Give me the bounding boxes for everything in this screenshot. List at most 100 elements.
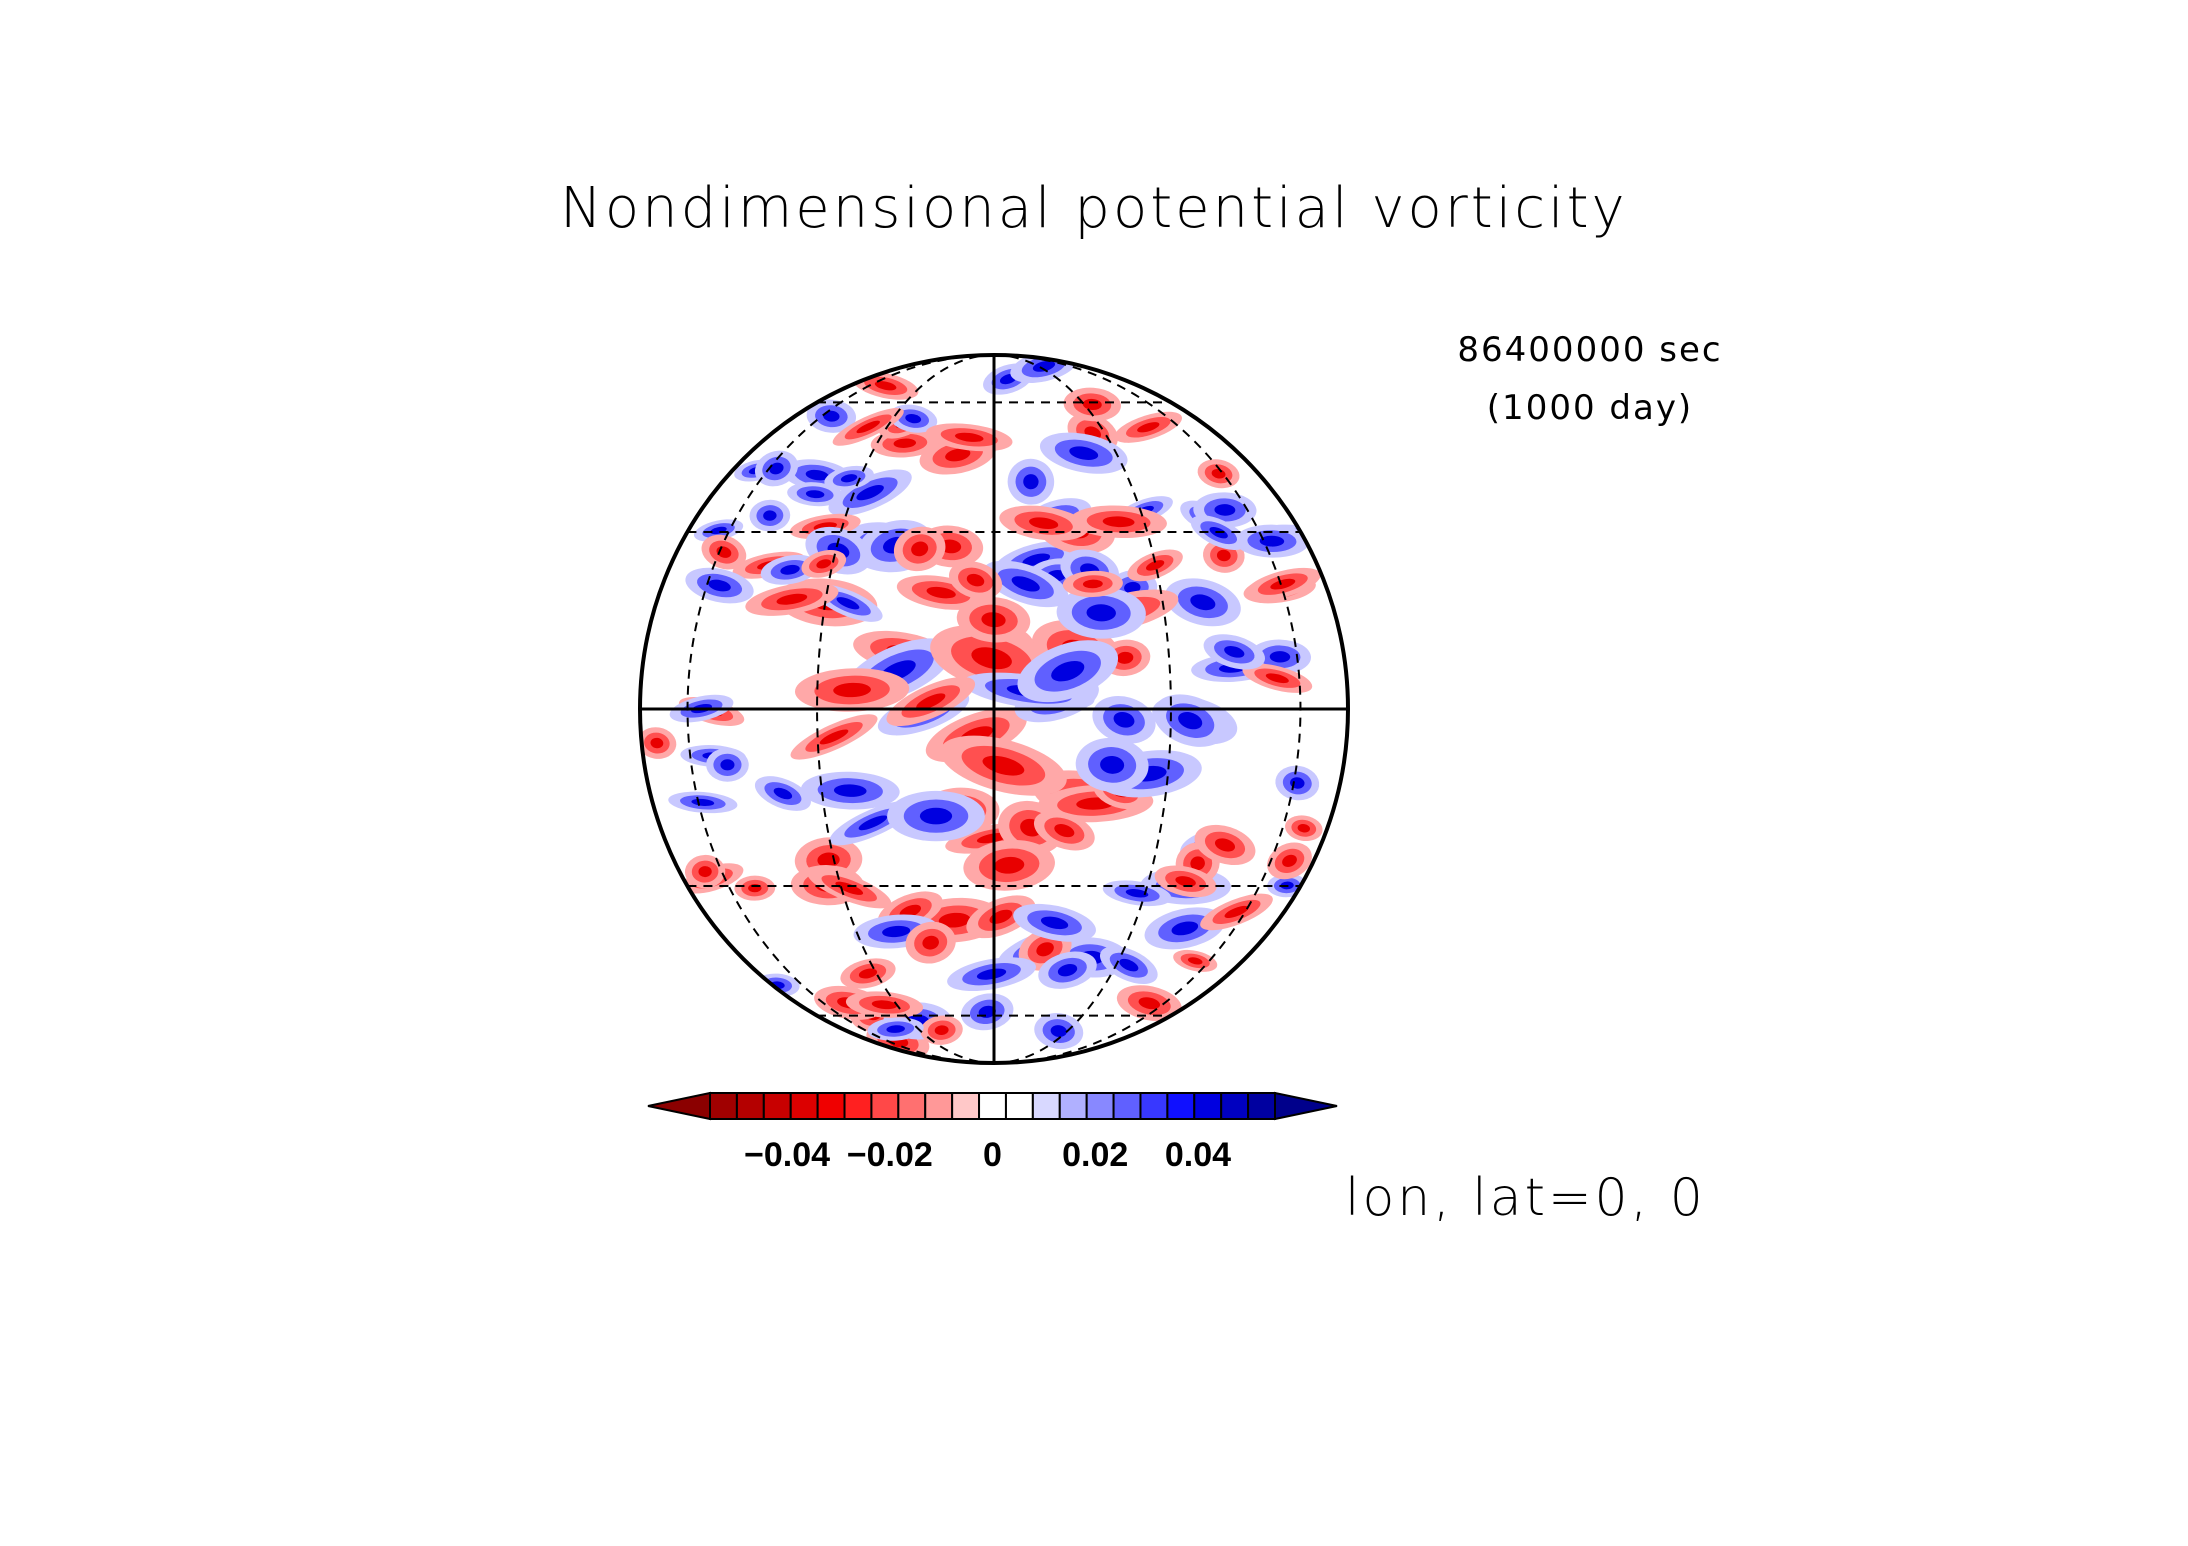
eddy-contour: [994, 856, 1025, 874]
positive-vorticity-eddy: [1267, 842, 1312, 880]
colorbar-swatch: [897, 1092, 927, 1120]
eddy-contour: [911, 541, 929, 557]
positive-vorticity-eddy: [905, 921, 956, 964]
positive-vorticity-eddy: [1285, 815, 1323, 842]
colorbar-tick-labels: −0.04 −0.02 0 0.02 0.04: [744, 1136, 1231, 1174]
positive-vorticity-eddy: [1194, 824, 1256, 866]
positive-vorticity-eddy: [701, 534, 747, 570]
positive-vorticity-eddy: [1116, 985, 1182, 1022]
eddy-contour: [934, 1025, 949, 1036]
eddy-contour: [1297, 824, 1310, 833]
positive-vorticity-eddy: [893, 526, 946, 572]
eddy-contour: [708, 579, 731, 592]
colorbar-swatch: [1247, 1092, 1276, 1120]
eddy-contour: [871, 1000, 898, 1010]
eddy-contour: [1224, 905, 1249, 918]
eddy-contour: [858, 968, 878, 979]
negative-vorticity-eddy: [706, 747, 749, 782]
colorbar-tick-label: 0.04: [1165, 1136, 1231, 1174]
colorbar-swatch: [1139, 1092, 1169, 1120]
colorbar-swatch: [816, 1092, 846, 1120]
positive-vorticity-eddy: [1033, 810, 1095, 851]
eddy-contour: [698, 866, 712, 878]
colorbar-swatch: [870, 1092, 900, 1120]
eddy-contour: [805, 469, 829, 481]
eddy-contour: [938, 912, 971, 928]
eddy-contour: [1282, 854, 1297, 867]
negative-vorticity-eddy: [800, 771, 900, 810]
positive-vorticity-eddy: [807, 868, 892, 909]
colorbar-swatch: [951, 1092, 981, 1120]
eddy-contour: [1036, 942, 1054, 957]
negative-vorticity-eddy: [1075, 737, 1149, 792]
eddy-contour: [1270, 578, 1296, 590]
eddy-contour: [1124, 581, 1141, 594]
eddy-contour: [720, 759, 735, 771]
negative-vorticity-eddy: [1013, 903, 1096, 942]
eddy-contour: [1086, 604, 1116, 622]
negative-vorticity-eddy: [867, 1017, 924, 1041]
colorbar-swatch: [789, 1092, 819, 1120]
negative-vorticity-eddy: [887, 790, 985, 842]
colorbar-swatch: [1085, 1092, 1115, 1120]
negative-vorticity-eddy: [754, 776, 811, 811]
positive-vorticity-eddy: [966, 895, 1036, 939]
positive-vorticity-eddy: [1063, 387, 1121, 422]
eddy-contour: [886, 1025, 905, 1033]
eddy-contour: [1190, 594, 1216, 611]
positive-vorticity-eddy: [926, 423, 1013, 452]
eddy-contour: [1175, 876, 1196, 887]
eddy-contour: [976, 832, 1009, 844]
eddy-contour: [776, 593, 808, 605]
projection-label: lon, lat=0, 0: [1345, 1168, 1706, 1228]
eddy-contour: [823, 410, 840, 422]
colorbar-swatch: [762, 1092, 792, 1120]
vorticity-field: [640, 355, 1332, 1061]
colorbar-swatch: [1112, 1092, 1142, 1120]
eddy-contour: [971, 647, 1012, 670]
eddy-contour: [1119, 958, 1139, 972]
negative-vorticity-eddy: [1056, 586, 1146, 639]
negative-vorticity-eddy: [824, 465, 874, 491]
colorbar-swatch: [709, 1092, 738, 1120]
eddy-contour: [1265, 673, 1289, 684]
negative-vorticity-eddy: [1017, 640, 1119, 703]
positive-vorticity-eddy: [1245, 567, 1321, 601]
colorbar-swatch: [1058, 1092, 1088, 1120]
negative-vorticity-eddy: [806, 399, 857, 433]
colorbar-swatch: [1004, 1092, 1034, 1120]
eddy-contour: [840, 474, 858, 483]
eddy-contour: [1145, 560, 1165, 571]
eddy-contour: [1190, 856, 1205, 871]
eddy-contour: [780, 564, 800, 575]
time-seconds-label: 86400000 sec: [1457, 330, 1723, 370]
colorbar-swatch: [924, 1092, 954, 1120]
positive-vorticity-eddy: [745, 582, 839, 616]
colorbar-tick-label: −0.04: [744, 1136, 830, 1174]
eddy-contour: [1029, 517, 1059, 530]
eddy-contour: [954, 432, 984, 442]
eddy-contour: [858, 815, 888, 831]
eddy-contour: [819, 729, 849, 745]
eddy-contour: [833, 784, 867, 797]
negative-vorticity-eddy: [983, 560, 1069, 608]
colorbar-swatches: [647, 1091, 1338, 1121]
eddy-contour: [1057, 963, 1078, 977]
longitude-line: [816, 355, 995, 1063]
eddy-contour: [874, 381, 897, 391]
eddy-contour: [805, 490, 825, 499]
colorbar-tick-label: 0.02: [1062, 1136, 1128, 1174]
eddy-contour: [1171, 921, 1199, 936]
positive-vorticity-eddy: [1062, 570, 1123, 598]
eddy-contour: [882, 925, 911, 938]
positive-vorticity-eddy: [684, 854, 726, 889]
time-days-label: (1000 day): [1486, 388, 1694, 428]
colorbar-swatch: [978, 1092, 1007, 1120]
eddy-contour: [1054, 824, 1075, 838]
eddy-contour: [922, 935, 939, 950]
positive-vorticity-eddy: [1242, 663, 1313, 693]
eddy-contour: [1216, 549, 1231, 562]
colorbar-swatch: [1031, 1092, 1061, 1120]
eddy-contour: [1050, 1025, 1067, 1038]
